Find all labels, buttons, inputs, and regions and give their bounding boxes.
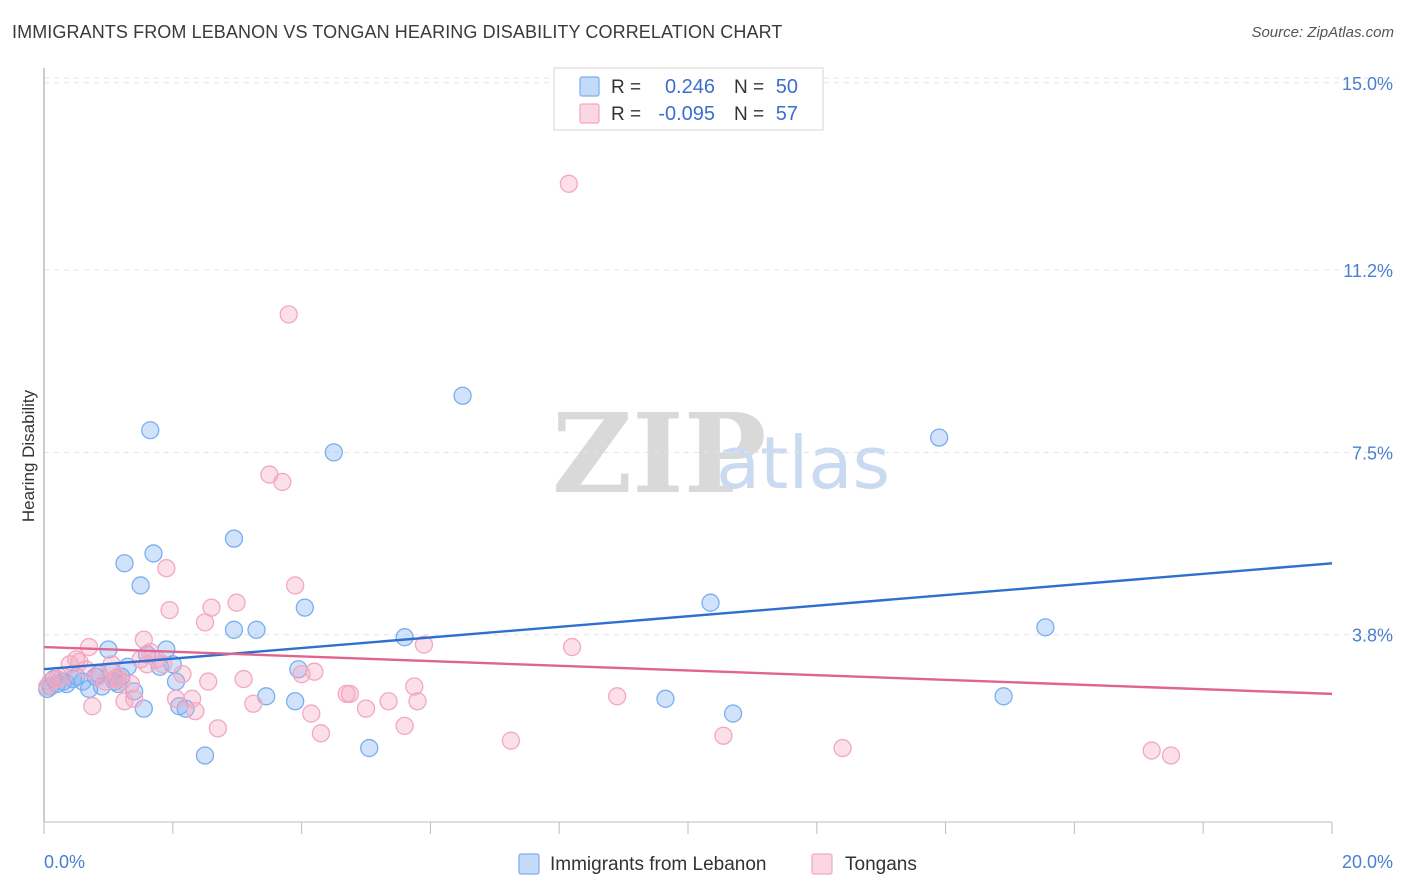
series-tongans — [38, 174, 1181, 765]
correlation-legend: R = 0.246 N = 50 R = -0.095 N = 57 — [553, 67, 824, 131]
data-point — [224, 529, 244, 548]
data-point — [453, 386, 472, 405]
data-point — [160, 600, 179, 620]
data-point — [186, 701, 205, 721]
data-point — [930, 428, 949, 447]
data-point — [199, 672, 218, 691]
y-tick-label: 11.2% — [1343, 261, 1393, 281]
chart-title: IMMIGRANTS FROM LEBANON VS TONGAN HEARIN… — [12, 22, 783, 42]
grid — [44, 77, 1395, 636]
data-point — [166, 689, 186, 708]
bottom-legend-label-tongans: Tongans — [845, 854, 917, 875]
data-point — [833, 738, 852, 758]
legend-r-value-tongans: -0.095 — [658, 103, 715, 125]
data-point — [79, 637, 99, 657]
data-point — [134, 699, 153, 718]
data-point — [131, 576, 150, 595]
data-point — [608, 687, 627, 706]
data-point — [340, 684, 360, 704]
data-point — [195, 746, 215, 765]
x-axis-ticks — [43, 822, 1333, 834]
data-point — [173, 665, 192, 684]
series-legend: Immigrants from Lebanon Tongans — [518, 853, 917, 875]
data-point — [324, 443, 343, 462]
data-point — [1142, 741, 1161, 760]
legend-swatch-tongans — [579, 103, 600, 124]
data-point — [144, 544, 163, 563]
legend-r-value-lebanon: 0.246 — [665, 76, 715, 98]
data-point — [379, 692, 398, 711]
legend-r-label-lebanon: R = — [611, 77, 641, 98]
legend-swatch-lebanon — [579, 76, 600, 97]
data-point — [356, 699, 376, 718]
data-point — [311, 724, 331, 743]
data-point — [202, 598, 221, 617]
data-point — [414, 635, 434, 654]
data-point — [273, 472, 292, 492]
data-point — [723, 704, 743, 723]
data-point — [125, 689, 144, 708]
data-point — [408, 692, 427, 711]
data-point — [305, 662, 324, 681]
trend-line-lebanon — [43, 562, 1333, 671]
legend-n-label-tongans: N = — [734, 104, 764, 125]
data-point — [302, 704, 321, 723]
data-point — [395, 628, 414, 647]
data-point — [360, 738, 379, 758]
data-point — [157, 559, 176, 578]
legend-n-value-tongans: 57 — [776, 103, 798, 125]
chart-source: Source: ZipAtlas.com — [1251, 24, 1394, 41]
data-point — [115, 554, 134, 573]
data-point — [67, 650, 86, 669]
data-point — [286, 576, 305, 595]
data-point — [714, 726, 733, 745]
data-point — [1036, 618, 1055, 637]
data-point — [994, 687, 1013, 706]
data-point — [295, 598, 314, 617]
data-point — [405, 677, 424, 696]
series-lebanon — [38, 386, 1055, 765]
data-point — [121, 674, 141, 694]
data-point — [83, 697, 102, 716]
data-point — [501, 731, 521, 750]
bottom-legend-swatch-lebanon — [518, 853, 540, 875]
data-point — [279, 305, 298, 324]
legend-n-value-lebanon: 50 — [776, 76, 798, 98]
trend-line-tongans — [43, 645, 1333, 696]
x-tick-label-max: 20.0% — [1342, 852, 1393, 872]
data-point — [208, 719, 228, 738]
legend-n-label-lebanon: N = — [734, 77, 764, 98]
data-point — [141, 421, 160, 440]
data-point — [286, 692, 305, 711]
data-point — [224, 620, 244, 639]
data-points — [38, 174, 1181, 765]
x-tick-label-min: 0.0% — [44, 852, 85, 872]
y-tick-label: 15.0% — [1342, 74, 1393, 94]
data-point — [656, 689, 675, 708]
y-tick-label: 7.5% — [1352, 443, 1393, 463]
data-point — [38, 677, 57, 696]
data-point — [395, 716, 414, 736]
watermark: ZIP atlas — [552, 389, 890, 518]
legend-r-label-tongans: R = — [611, 104, 641, 125]
bottom-legend-swatch-tongans — [811, 853, 833, 875]
data-point — [234, 669, 253, 689]
data-point — [701, 593, 720, 612]
watermark-zip: ZIP — [552, 389, 766, 518]
data-point — [227, 593, 246, 612]
data-point — [559, 174, 579, 193]
y-axis-title: Hearing Disability — [19, 389, 38, 522]
bottom-legend-label-lebanon: Immigrants from Lebanon — [550, 854, 767, 875]
trend-lines — [43, 562, 1333, 696]
data-point — [562, 637, 582, 657]
watermark-atlas: atlas — [716, 421, 890, 505]
y-tick-label: 3.8% — [1352, 626, 1393, 646]
data-point — [1161, 746, 1181, 765]
data-point — [247, 620, 266, 639]
y-axis-labels: 3.8% 7.5% 11.2% 15.0% — [1342, 74, 1393, 646]
data-point — [244, 694, 263, 713]
